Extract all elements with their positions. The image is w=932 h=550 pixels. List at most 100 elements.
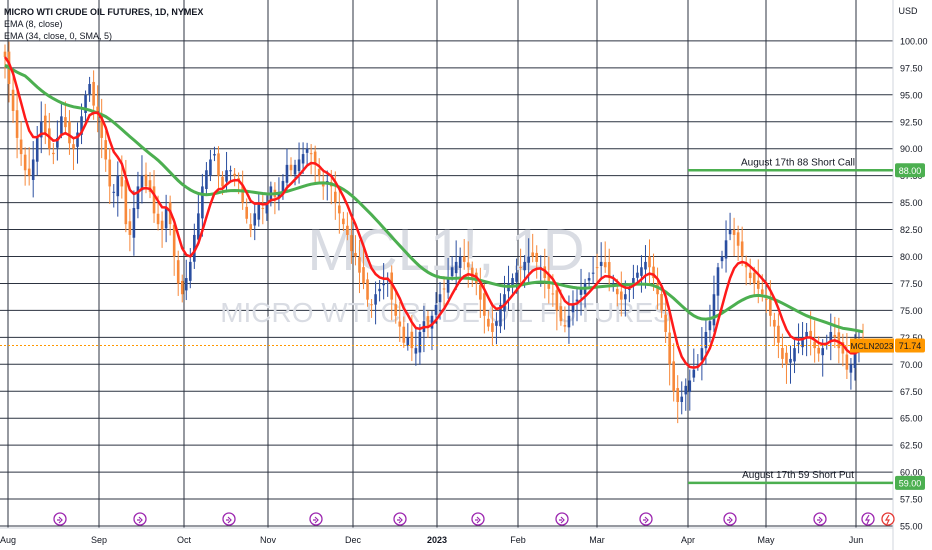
event-marker-icon[interactable] <box>813 512 827 526</box>
event-marker-icon[interactable] <box>222 512 236 526</box>
candle <box>813 320 816 363</box>
price-tick-label: 70.00 <box>900 360 923 370</box>
candle <box>317 158 321 183</box>
time-axis[interactable]: Aug Sep Oct Nov Dec 2023 Feb Mar Apr May Jun <box>0 527 893 545</box>
chart-grid <box>0 0 893 528</box>
dividend-bolt-icon[interactable] <box>881 512 895 526</box>
event-marker-icon[interactable] <box>309 512 323 526</box>
time-tick-label: May <box>757 535 775 545</box>
candle <box>346 212 349 241</box>
candle-body <box>672 361 675 392</box>
last-price-text: 71.74 <box>899 341 922 351</box>
candle-body <box>712 294 716 326</box>
candle <box>414 327 418 366</box>
price-axis-unit: USD <box>898 6 918 16</box>
candle <box>579 268 583 316</box>
candle <box>479 267 482 318</box>
candle-body <box>740 241 744 257</box>
candle-body <box>760 289 764 295</box>
candle <box>748 258 752 286</box>
candle-body <box>620 291 623 300</box>
candle <box>64 101 67 135</box>
candle-body <box>56 137 59 148</box>
indicator-ema34-label[interactable]: EMA (34, close, 0, SMA, 5) <box>4 31 113 41</box>
candle-body <box>317 168 321 176</box>
chart-title: MICRO WTI CRUDE OIL FUTURES, 1D, NYMEX <box>4 7 204 17</box>
candle-body <box>76 132 79 147</box>
candle-body <box>261 207 265 209</box>
candle-body <box>495 321 498 326</box>
candle <box>366 272 369 307</box>
candle-body <box>370 304 373 306</box>
candle-body <box>366 279 369 300</box>
candle-body <box>571 305 575 313</box>
candle <box>382 263 385 300</box>
candle-body <box>603 262 607 268</box>
candle <box>253 203 257 241</box>
event-marker-icon[interactable] <box>555 512 569 526</box>
candle-body <box>390 272 394 300</box>
candle <box>39 101 43 154</box>
candle <box>515 258 518 294</box>
candle-body <box>31 159 35 180</box>
candle-body <box>668 332 671 365</box>
ema-layer <box>3 56 864 369</box>
price-axis[interactable]: USD 55.00 57.50 60.00 62.50 65.00 67.50 70.00 72… <box>892 0 932 550</box>
candle <box>648 239 651 286</box>
candle <box>620 271 623 317</box>
candle-body <box>394 304 398 316</box>
candle-body <box>27 168 31 176</box>
candle <box>700 327 704 381</box>
candle <box>462 239 466 270</box>
candle <box>571 290 575 326</box>
candle <box>664 297 667 343</box>
candle-body <box>52 152 55 155</box>
candle-body <box>213 154 216 156</box>
symbol-watermark: MCL1!, 1D MICRO WTI CRUDE OIL FUTURES <box>220 218 672 328</box>
candle-body <box>293 164 297 175</box>
candle-body <box>124 180 128 225</box>
dividend-bolt-icon[interactable] <box>861 512 875 526</box>
candle-body <box>519 267 522 269</box>
candle-body <box>305 148 309 153</box>
candle <box>458 247 462 278</box>
candle <box>744 255 748 286</box>
candle <box>636 265 639 283</box>
candle <box>261 194 265 225</box>
candle-body <box>470 267 474 279</box>
candle <box>76 122 79 164</box>
candle-body <box>563 325 567 327</box>
candle <box>769 280 772 327</box>
candle-body <box>313 151 317 165</box>
event-marker-icon[interactable] <box>471 512 485 526</box>
event-marker-icon[interactable] <box>393 512 407 526</box>
candle-body <box>575 299 579 302</box>
candle-body <box>68 121 71 144</box>
candle <box>519 248 522 285</box>
candle <box>607 248 611 292</box>
candle <box>644 245 647 289</box>
candle <box>52 142 55 165</box>
candle <box>390 265 394 321</box>
indicator-ema8-label[interactable]: EMA (8, close) <box>4 19 63 29</box>
candle-body <box>503 294 506 312</box>
event-marker-icon[interactable] <box>53 512 67 526</box>
candle-body <box>84 94 87 113</box>
candle-body <box>744 262 748 268</box>
candle <box>184 259 188 301</box>
candle-body <box>636 272 639 278</box>
event-marker-icon[interactable] <box>723 512 737 526</box>
event-marker-icon[interactable] <box>639 512 653 526</box>
candle <box>628 283 631 303</box>
candle-body <box>724 240 728 259</box>
candle <box>716 262 720 311</box>
candle <box>426 310 430 338</box>
candle <box>374 281 377 325</box>
candle <box>265 195 269 221</box>
candle <box>3 44 7 79</box>
candle <box>132 190 136 256</box>
candle <box>632 264 635 299</box>
candle-body <box>414 348 418 354</box>
event-marker-icon[interactable] <box>133 512 147 526</box>
